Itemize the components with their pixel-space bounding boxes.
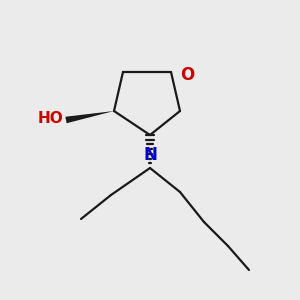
Polygon shape [65, 111, 114, 123]
Text: O: O [180, 66, 194, 84]
Text: N: N [143, 146, 157, 164]
Text: HO: HO [37, 111, 63, 126]
